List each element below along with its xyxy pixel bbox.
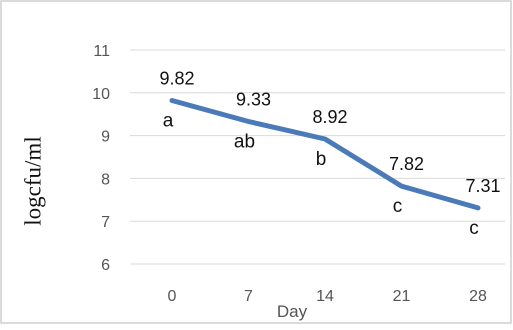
series-line	[169, 98, 481, 211]
data-label: 7.82	[389, 154, 424, 174]
data-label: 9.33	[236, 89, 271, 109]
y-tick-labels: 6 7 8 9 10 11	[92, 43, 110, 274]
y-axis-title-text: logcfu/ml	[21, 136, 46, 226]
significance-letters: a ab b c c	[163, 111, 479, 239]
chart-border	[0, 0, 512, 324]
y-tick-label: 9	[101, 129, 110, 146]
x-tick-labels: 0 7 14 21 28	[168, 288, 487, 305]
significance-letter: b	[316, 149, 327, 170]
x-tick-label: 7	[244, 288, 253, 305]
x-tick-label: 0	[168, 288, 177, 305]
gridlines	[130, 49, 505, 265]
y-tick-label: 10	[92, 86, 110, 103]
significance-letter: c	[469, 218, 479, 239]
data-labels: 9.82 9.33 8.92 7.82 7.31	[159, 69, 500, 196]
y-tick-label: 6	[101, 257, 110, 274]
y-tick-label: 11	[93, 43, 110, 60]
significance-letter: a	[163, 111, 174, 132]
data-label: 9.82	[159, 69, 194, 89]
significance-letter: ab	[234, 131, 255, 152]
y-tick-label: 7	[101, 214, 110, 231]
data-label: 7.31	[465, 176, 500, 196]
x-tick-label: 14	[316, 288, 334, 305]
y-tick-label: 8	[101, 171, 110, 188]
data-label: 8.92	[312, 107, 347, 127]
y-axis-title: logcfu/ml	[8, 106, 60, 256]
x-tick-label: 28	[469, 288, 487, 305]
x-tick-label: 21	[393, 288, 411, 305]
x-axis-title: Day	[277, 302, 308, 321]
significance-letter: c	[393, 196, 403, 217]
